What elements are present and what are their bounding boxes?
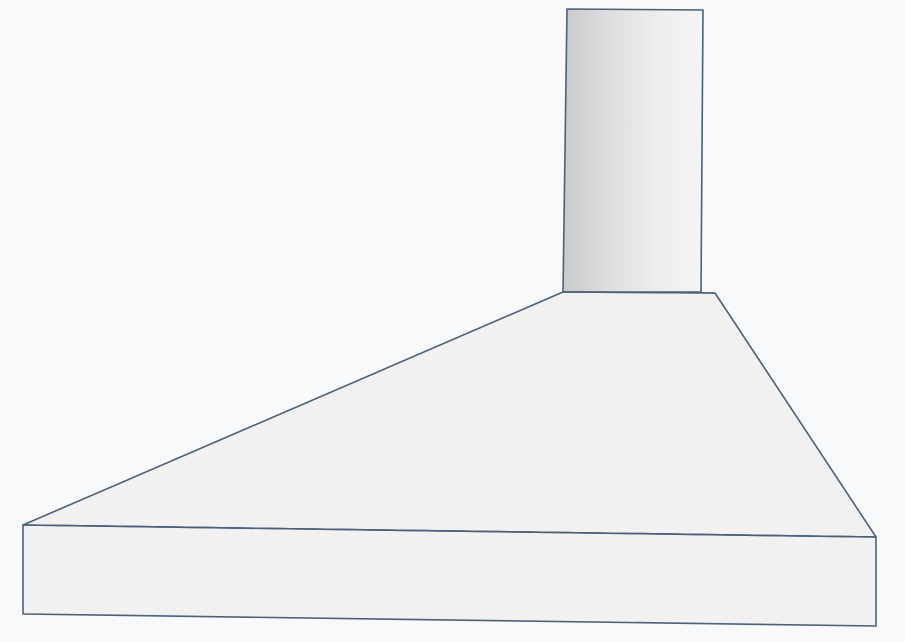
canopy-base-edge (22, 524, 877, 538)
hood-canopy (22, 291, 877, 538)
hood-base (22, 524, 877, 627)
chimney-duct (562, 8, 704, 293)
chimney-canopy-edge (562, 291, 716, 294)
